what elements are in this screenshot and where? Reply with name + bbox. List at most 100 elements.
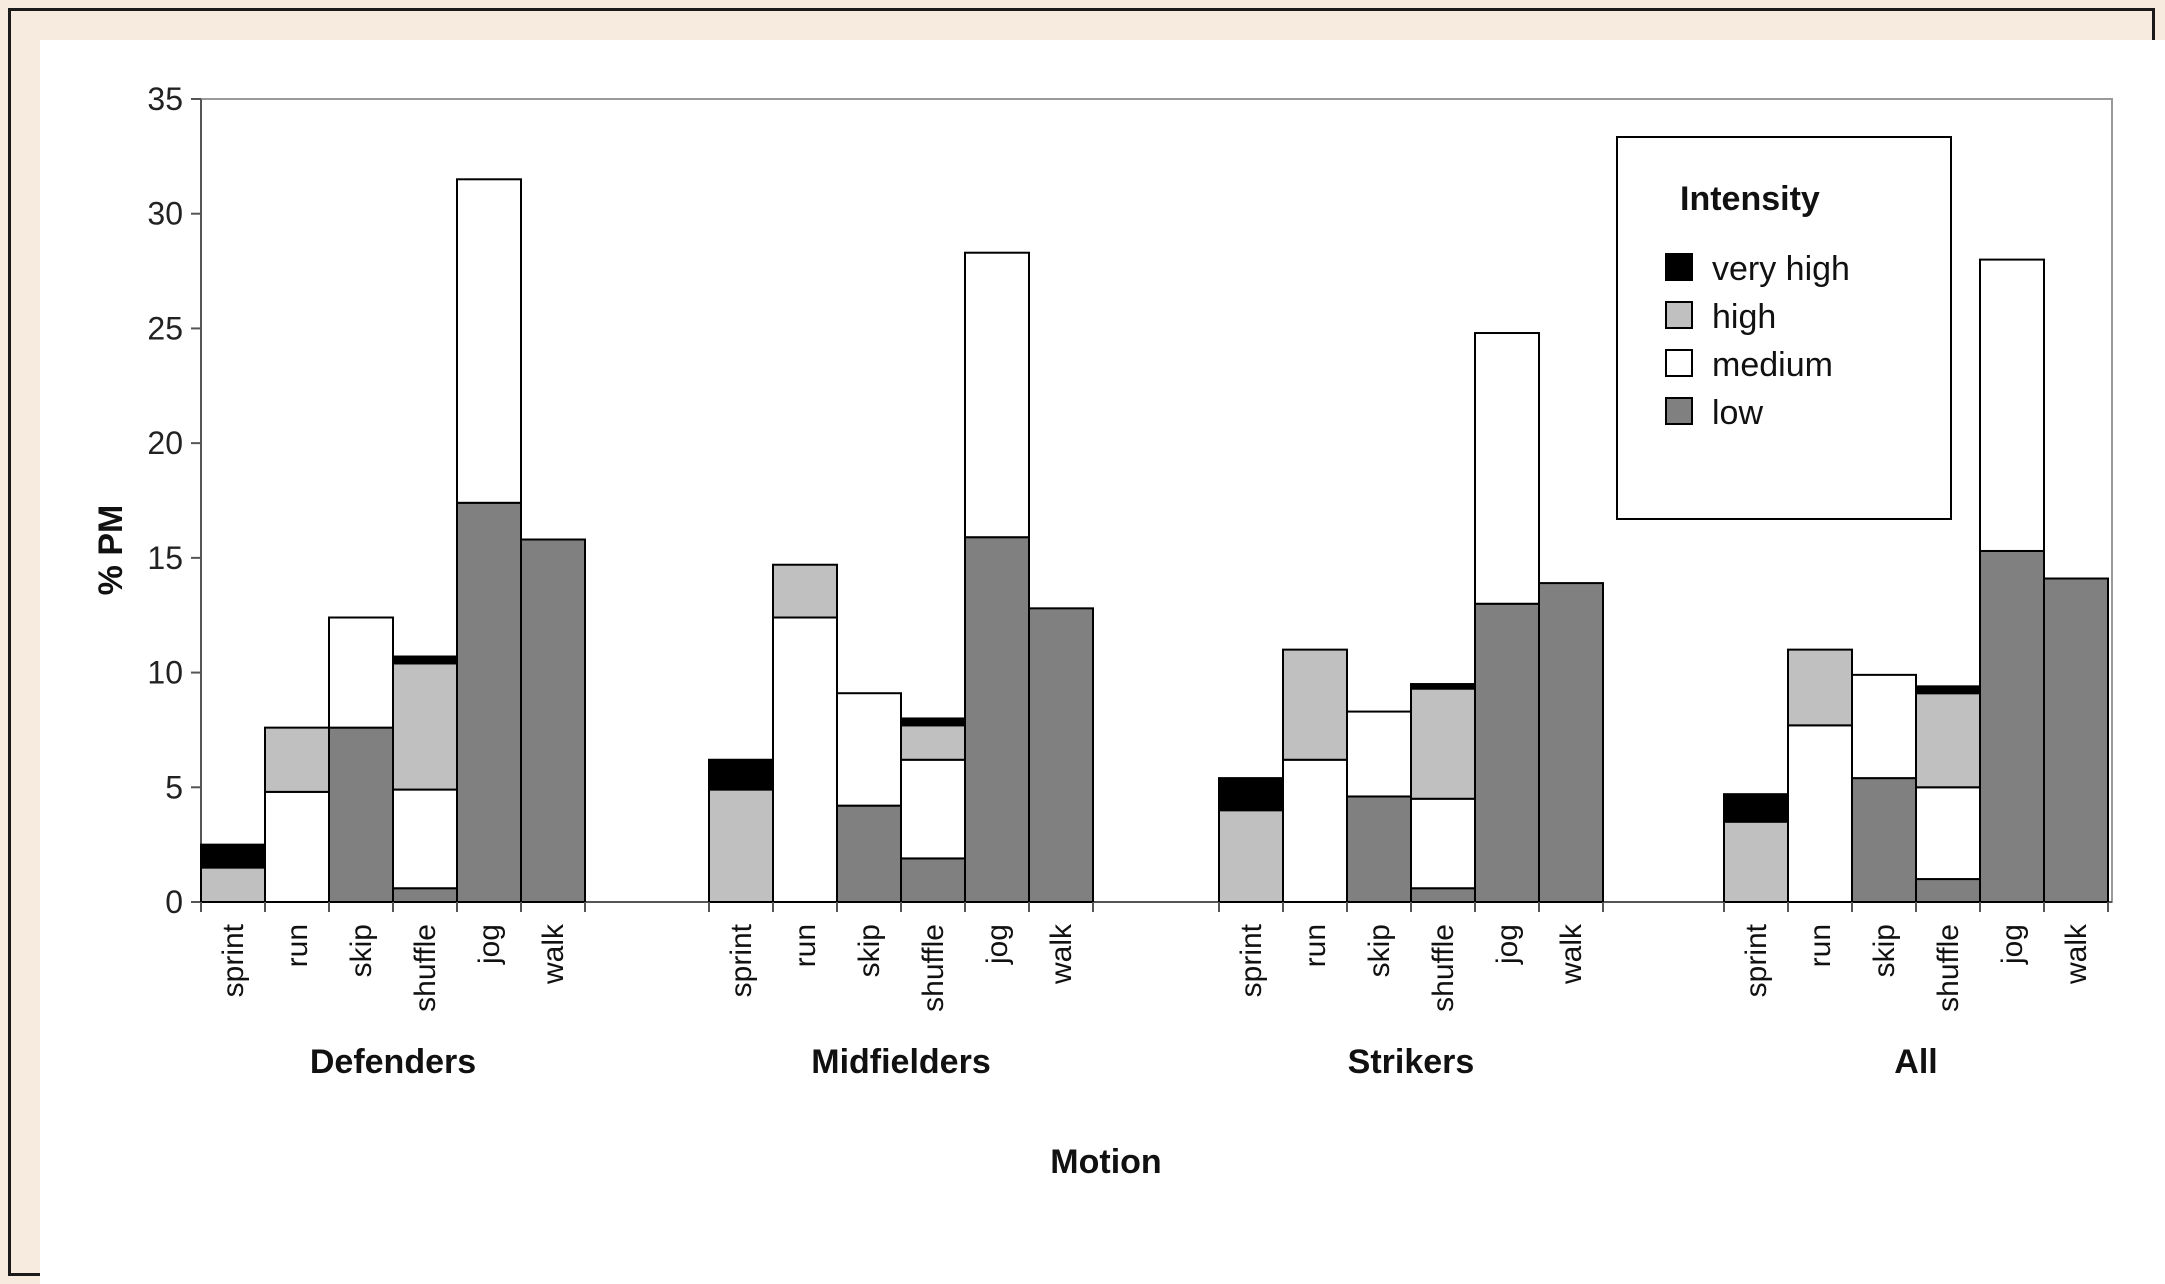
bar-segment-high <box>1218 809 1284 904</box>
category-label: walk <box>2060 923 2093 985</box>
bar-segment-medium <box>1979 258 2045 552</box>
y-tick-label: 30 <box>147 196 183 232</box>
bar-segment-medium <box>836 692 902 807</box>
x-axis-title: Motion <box>1050 1143 1161 1181</box>
category-label: shuffle <box>409 924 442 1012</box>
category-label: walk <box>537 923 570 985</box>
bar-segment-high <box>900 724 966 761</box>
bar-segment-medium <box>456 178 522 504</box>
y-tick-label: 15 <box>147 540 183 576</box>
bar-segment-low <box>392 887 458 904</box>
bar-segment-very-high <box>1723 793 1789 823</box>
bar-segment-high <box>1723 820 1789 904</box>
bar-segment-low <box>1979 549 2045 903</box>
category-label: skip <box>853 924 886 977</box>
y-tick-label: 20 <box>147 425 183 461</box>
y-tick-label: 35 <box>147 81 183 117</box>
group-label: Strikers <box>1348 1043 1475 1081</box>
category-label: shuffle <box>917 924 950 1012</box>
bar-segment-high <box>772 563 838 619</box>
category-label: sprint <box>1740 923 1773 997</box>
category-label: jog <box>1491 924 1524 965</box>
bar-segment-very-high <box>708 758 774 791</box>
bar-segment-low <box>1474 602 1540 903</box>
bar-segment-low <box>900 857 966 903</box>
y-axis-title: % PM <box>92 505 130 596</box>
bar-segment-high <box>392 662 458 791</box>
group-label: Midfielders <box>811 1043 990 1081</box>
bar-segment-medium <box>1346 710 1412 798</box>
bar-segment-low <box>964 536 1030 903</box>
bar-segment-medium <box>772 616 838 903</box>
bar-segment-medium <box>900 758 966 860</box>
bar-segment-very-high <box>1410 683 1476 690</box>
category-label: walk <box>1045 923 1078 985</box>
legend-swatch-medium <box>1665 349 1693 377</box>
legend-label: medium <box>1712 346 1833 384</box>
legend-swatch-high <box>1665 301 1693 329</box>
bar-segment-low <box>1410 887 1476 904</box>
y-tick-label: 5 <box>165 769 183 805</box>
bar-segment-medium <box>328 616 394 729</box>
category-label: run <box>281 924 314 967</box>
category-label: skip <box>345 924 378 977</box>
category-label: sprint <box>217 923 250 997</box>
bar-segment-medium <box>1915 786 1981 881</box>
bar-segment-low <box>456 501 522 903</box>
bar-segment-medium <box>1851 673 1917 780</box>
bar-segment-low <box>328 726 394 903</box>
bar-segment-low <box>1538 582 1604 903</box>
category-label: sprint <box>1235 923 1268 997</box>
category-label: shuffle <box>1932 924 1965 1012</box>
bar-segment-low <box>1028 607 1094 903</box>
bar-segment-high <box>200 866 266 903</box>
bar-segment-high <box>1410 687 1476 800</box>
legend-label: very high <box>1712 250 1850 288</box>
category-label: run <box>789 924 822 967</box>
bar-segment-high <box>264 726 330 793</box>
category-label: run <box>1804 924 1837 967</box>
legend-swatch-low <box>1665 397 1693 425</box>
category-label: sprint <box>725 923 758 997</box>
y-tick-label: 25 <box>147 310 183 346</box>
chart-panel: 0 5 10 15 20 25 30 35 sprint run skip shuffle jog wal… <box>40 40 2165 1284</box>
legend-label: high <box>1712 298 1776 336</box>
bar-segment-high <box>1787 648 1853 727</box>
bar-segment-low <box>1851 777 1917 904</box>
bar-segment-medium <box>964 251 1030 539</box>
bar-segment-low <box>1915 878 1981 903</box>
category-label: jog <box>473 924 506 965</box>
bar-segment-low <box>520 538 586 903</box>
bar-segment-medium <box>1410 797 1476 890</box>
y-tick-label: 0 <box>165 884 183 920</box>
bar-segment-very-high <box>1915 685 1981 695</box>
bar-segment-very-high <box>392 655 458 665</box>
category-label: skip <box>1363 924 1396 977</box>
bar-segment-very-high <box>900 717 966 727</box>
bar-segment-low <box>2043 577 2109 904</box>
category-label: walk <box>1555 923 1588 985</box>
group-label: Defenders <box>310 1043 476 1081</box>
category-label: jog <box>981 924 1014 965</box>
category-label: skip <box>1868 924 1901 977</box>
legend-title: Intensity <box>1680 180 1820 218</box>
group-label: All <box>1894 1043 1937 1081</box>
y-tick-label: 10 <box>147 655 183 691</box>
bar-segment-medium <box>392 788 458 890</box>
bar-segment-medium <box>264 790 330 903</box>
bar-segment-low <box>1346 795 1412 903</box>
bar-segment-high <box>1282 648 1348 761</box>
bar-segment-high <box>1915 692 1981 789</box>
bar-segment-medium <box>1474 332 1540 605</box>
category-label: jog <box>1996 924 2029 965</box>
legend-swatch-very-high <box>1665 253 1693 281</box>
bar-segment-very-high <box>1218 777 1284 812</box>
legend-box <box>1616 136 1952 520</box>
bar-segment-medium <box>1282 758 1348 903</box>
bar-segment-medium <box>1787 724 1853 904</box>
category-label: shuffle <box>1427 924 1460 1012</box>
bar-segment-very-high <box>200 843 266 869</box>
bar-segment-high <box>708 788 774 904</box>
category-label: run <box>1299 924 1332 967</box>
